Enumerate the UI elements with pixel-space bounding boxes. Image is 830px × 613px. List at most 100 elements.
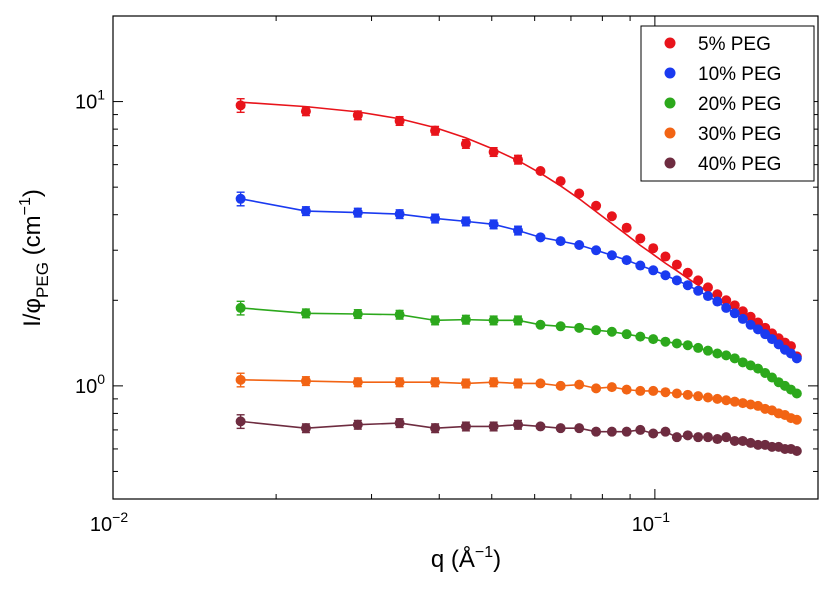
axis-labels: q (Å−1) I/φPEG (cm−1) [17,189,501,573]
data-point [737,306,748,317]
data-point [591,426,602,437]
data-point [702,392,713,403]
legend-label: 20% PEG [698,94,781,115]
legend-label: 10% PEG [698,64,781,85]
data-point [394,209,405,220]
data-point [460,314,471,325]
data-point [660,426,671,437]
data-point [702,291,713,302]
data-point [300,376,311,387]
data-point [394,115,405,126]
data-point [535,319,546,330]
data-point [682,267,693,278]
data-point [574,188,585,199]
data-point [300,308,311,319]
data-point [745,399,756,410]
data-point [574,423,585,434]
data-point [671,275,682,286]
data-point [235,374,246,385]
legend-marker [664,157,676,169]
data-point [352,308,363,319]
data-point [394,418,405,429]
data-point [660,336,671,347]
data-point [753,363,764,374]
x-axis-label: q (Å−1) [431,544,501,573]
data-point [606,426,617,437]
data-point [745,319,756,330]
legend: 5% PEG 10% PEG 20% PEG 30% PEG 40% PEG [640,25,815,182]
data-point [621,384,632,395]
data-point [300,106,311,117]
data-point [606,250,617,261]
data-point [693,432,704,443]
data-point [513,378,524,389]
data-point [745,311,756,322]
data-point [729,353,740,364]
data-point [712,296,723,307]
data-point [621,426,632,437]
data-point [729,396,740,407]
data-point [712,348,723,359]
data-point [460,421,471,432]
data-point [352,110,363,121]
data-point [488,146,499,157]
legend-marker [664,127,676,139]
data-point [660,251,671,262]
data-point [702,432,713,443]
data-point [660,387,671,398]
legend-marker [664,67,676,79]
fit-curve-2 [240,198,798,359]
data-point [235,193,246,204]
data-point [460,138,471,149]
data-point [555,321,566,332]
y-tick-label: 101 [75,87,105,114]
data-point [621,222,632,233]
data-point [635,385,646,396]
data-point [513,419,524,430]
data-point [513,154,524,165]
data-point [606,326,617,337]
data-point [721,302,732,313]
data-point [682,340,693,351]
data-point [648,243,659,254]
data-point [737,398,748,409]
data-point [352,419,363,430]
data-point [791,388,802,399]
data-point [488,377,499,388]
data-point [729,300,740,311]
data-point [591,245,602,256]
plot-frame [112,15,819,500]
data-point [791,353,802,364]
data-point [430,315,441,326]
data-point [300,206,311,217]
data-point [574,239,585,250]
data-point [574,379,585,390]
data-point [693,391,704,402]
data-point [555,176,566,187]
data-point [621,255,632,266]
data-point [394,377,405,388]
data-point [660,270,671,281]
data-point [555,423,566,434]
data-point [648,265,659,276]
data-point [430,377,441,388]
data-point [635,424,646,435]
data-point [721,350,732,361]
data-point [693,342,704,353]
data-point [535,378,546,389]
data-point [702,282,713,293]
data-point [606,382,617,393]
data-point [555,380,566,391]
data-point [648,428,659,439]
data-point [648,385,659,396]
data-point [682,430,693,441]
data-point [648,334,659,345]
data-point [721,295,732,306]
data-point [791,446,802,457]
data-point [712,393,723,404]
data-point [394,309,405,320]
data-point [430,213,441,224]
data-point [513,225,524,236]
data-point [591,325,602,336]
